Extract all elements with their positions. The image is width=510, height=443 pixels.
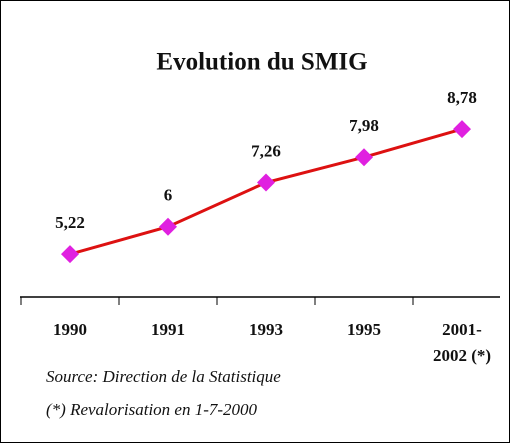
- marker: [159, 218, 177, 236]
- data-label: 7,98: [349, 116, 379, 135]
- source: Source: Direction de la Statistique: [46, 367, 281, 387]
- x-tick-label: 1995: [328, 317, 400, 343]
- marker: [453, 120, 471, 138]
- x-tick-label: 1990: [34, 317, 106, 343]
- marker: [61, 245, 79, 263]
- marker: [355, 148, 373, 166]
- x-tick-label: 1993: [230, 317, 302, 343]
- page: Evolution du SMIG 5,22 6 7,26 7,98 8,78 Sour…: [0, 0, 510, 443]
- marker: [257, 173, 275, 191]
- data-label: 6: [164, 186, 173, 205]
- data-label: 7,26: [251, 141, 281, 160]
- data-label: 8,78: [447, 88, 477, 107]
- x-tick-label: 2001-2002 (*): [426, 317, 498, 369]
- x-tick-label: 1991: [132, 317, 204, 343]
- chart-title: Evolution du SMIG: [156, 49, 367, 76]
- note: (*) Revalorisation en 1-7-2000: [46, 400, 257, 420]
- data-label: 5,22: [55, 213, 85, 232]
